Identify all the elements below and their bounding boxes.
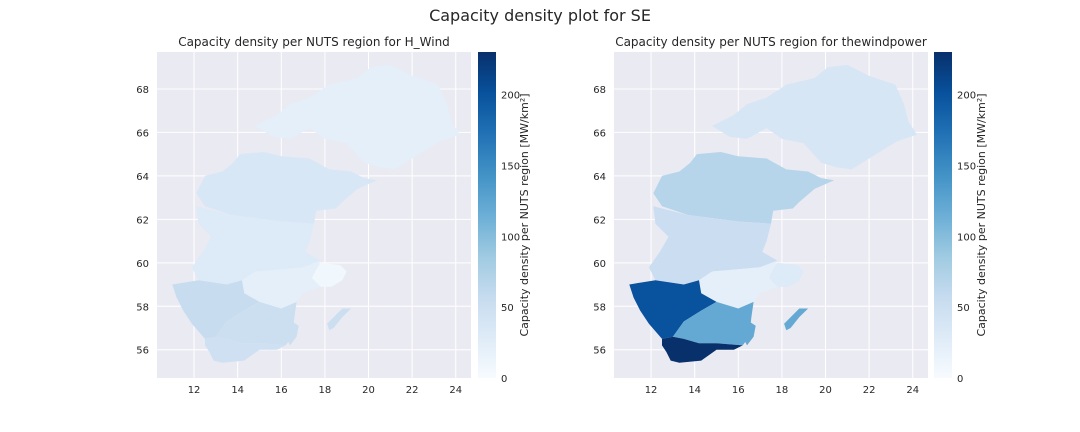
region-öland <box>287 321 299 346</box>
region-västsverige <box>629 280 717 339</box>
region-östra-mellansverige <box>242 260 321 309</box>
colorbar-tick-label: 50 <box>957 303 970 314</box>
region-mellersta-norrland <box>196 152 378 224</box>
y-tick-label: 58 <box>593 302 606 313</box>
region-stockholm <box>768 262 804 287</box>
x-tick-label: 22 <box>863 385 876 396</box>
region-stockholm <box>311 262 347 287</box>
x-tick-label: 20 <box>819 385 832 396</box>
y-tick-label: 62 <box>593 215 606 226</box>
y-tick-label: 66 <box>593 128 606 139</box>
x-tick-label: 12 <box>188 385 201 396</box>
y-tick-label: 64 <box>593 172 606 183</box>
colorbar <box>478 52 496 378</box>
region-sydsverige <box>205 336 286 363</box>
y-tick-label: 66 <box>136 128 149 139</box>
colorbar-label: Capacity density per NUTS region [MW/km²… <box>975 93 988 336</box>
x-tick-label: 18 <box>776 385 789 396</box>
axes-title: Capacity density per NUTS region for the… <box>615 35 927 49</box>
colorbar-label: Capacity density per NUTS region [MW/km²… <box>518 93 531 336</box>
region-västsverige <box>172 280 260 339</box>
y-tick-label: 68 <box>136 85 149 96</box>
axes-title: Capacity density per NUTS region for H_W… <box>178 35 450 49</box>
colorbar-tick-label: 50 <box>501 303 514 314</box>
region-östra-mellansverige <box>699 260 778 309</box>
colorbar-tick-label: 150 <box>501 161 520 172</box>
colorbar-tick-label: 100 <box>957 232 976 243</box>
y-tick-label: 60 <box>136 259 149 270</box>
x-tick-label: 12 <box>645 385 658 396</box>
region-öland <box>744 321 756 346</box>
region-småland-med-öarna <box>672 301 754 346</box>
x-tick-label: 14 <box>231 385 244 396</box>
y-tick-label: 60 <box>593 259 606 270</box>
region-övre-norrland <box>712 65 918 170</box>
x-tick-label: 14 <box>688 385 701 396</box>
colorbar <box>934 52 952 378</box>
region-gotland <box>327 308 352 331</box>
y-tick-label: 64 <box>136 172 149 183</box>
x-tick-label: 18 <box>319 385 332 396</box>
y-tick-label: 56 <box>136 346 149 357</box>
y-tick-label: 68 <box>593 85 606 96</box>
x-tick-label: 22 <box>406 385 419 396</box>
region-gotland <box>784 308 809 331</box>
colorbar-tick-label: 0 <box>501 374 507 385</box>
colorbar-tick-label: 100 <box>501 232 520 243</box>
region-norra-mellansverige <box>191 206 321 285</box>
x-tick-label: 24 <box>449 385 462 396</box>
region-övre-norrland <box>255 65 461 170</box>
region-mellersta-norrland <box>653 152 835 224</box>
figure-suptitle: Capacity density plot for SE <box>429 6 651 25</box>
x-tick-label: 24 <box>906 385 919 396</box>
y-tick-label: 62 <box>136 215 149 226</box>
region-sydsverige <box>662 336 743 363</box>
colorbar-tick-label: 0 <box>957 374 963 385</box>
y-tick-label: 56 <box>593 346 606 357</box>
colorbar-tick-label: 150 <box>957 161 976 172</box>
panel-thewindpower: 12 14 16 18 20 22 24 56 58 60 62 64 66 68 Capacity den… <box>593 35 988 396</box>
region-småland-med-öarna <box>215 301 297 346</box>
colorbar-tick-label: 200 <box>957 91 976 102</box>
x-tick-label: 16 <box>732 385 745 396</box>
y-tick-label: 58 <box>136 302 149 313</box>
x-tick-label: 16 <box>275 385 288 396</box>
panel-h-wind: 12 14 16 18 20 22 24 56 58 60 62 64 66 68 Capacity den… <box>136 35 531 396</box>
colorbar-tick-label: 200 <box>501 91 520 102</box>
x-tick-label: 20 <box>362 385 375 396</box>
region-norra-mellansverige <box>648 206 778 285</box>
